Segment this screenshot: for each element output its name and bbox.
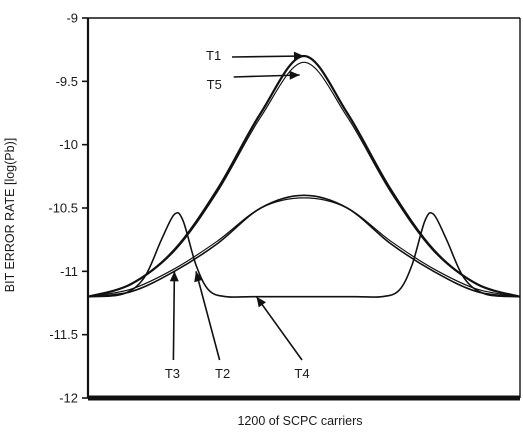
annotation-t5-arrow-shaft	[233, 74, 300, 78]
annotation-t1-arrow-head	[293, 51, 304, 61]
annotation-label-t5: T5	[207, 77, 222, 92]
annotation-arrows	[169, 51, 305, 361]
y-tick-label: -10.5	[48, 201, 78, 216]
annotation-t2-arrow-shaft	[195, 271, 221, 361]
series-line-t2	[87, 194, 521, 298]
annotation-label-t1: T1	[206, 48, 221, 63]
annotation-t2-arrow-head	[194, 271, 203, 283]
y-axis-label: BIT ERROR RATE [log(Pb)]	[3, 138, 17, 292]
y-tick-label: -11	[60, 264, 78, 279]
y-axis-ticks: -9 -9.5 -10 -10.5 -11 -11.5 -12	[48, 11, 88, 406]
annotation-label-t4: T4	[294, 366, 309, 381]
annotation-label-t2: T2	[215, 366, 230, 381]
series-line-t3	[87, 211, 521, 298]
series-line-t5	[87, 61, 521, 298]
annotation-t5-arrow-head	[289, 70, 300, 80]
y-tick-label: -9	[66, 11, 78, 26]
annotation-labels: T1 T5 T3 T2 T4	[165, 48, 310, 381]
annotation-t1-arrow-shaft	[231, 55, 305, 58]
annotation-t4-arrow-shaft	[255, 296, 303, 361]
x-axis-label: 1200 of SCPC carriers	[237, 414, 362, 428]
plot-frame	[86, 17, 521, 401]
y-tick-label: -12	[59, 391, 78, 406]
series-line-t4	[87, 197, 521, 298]
y-tick-label: -9.5	[56, 74, 78, 89]
annotation-t3-arrow-head	[169, 271, 179, 282]
y-tick-label: -11.5	[49, 327, 78, 342]
annotation-t4-arrow-head	[256, 296, 266, 308]
y-tick-label: -10	[59, 137, 78, 152]
annotation-t3-arrow-shaft	[172, 271, 176, 361]
series-lines	[87, 54, 521, 298]
annotation-label-t3: T3	[165, 366, 180, 381]
